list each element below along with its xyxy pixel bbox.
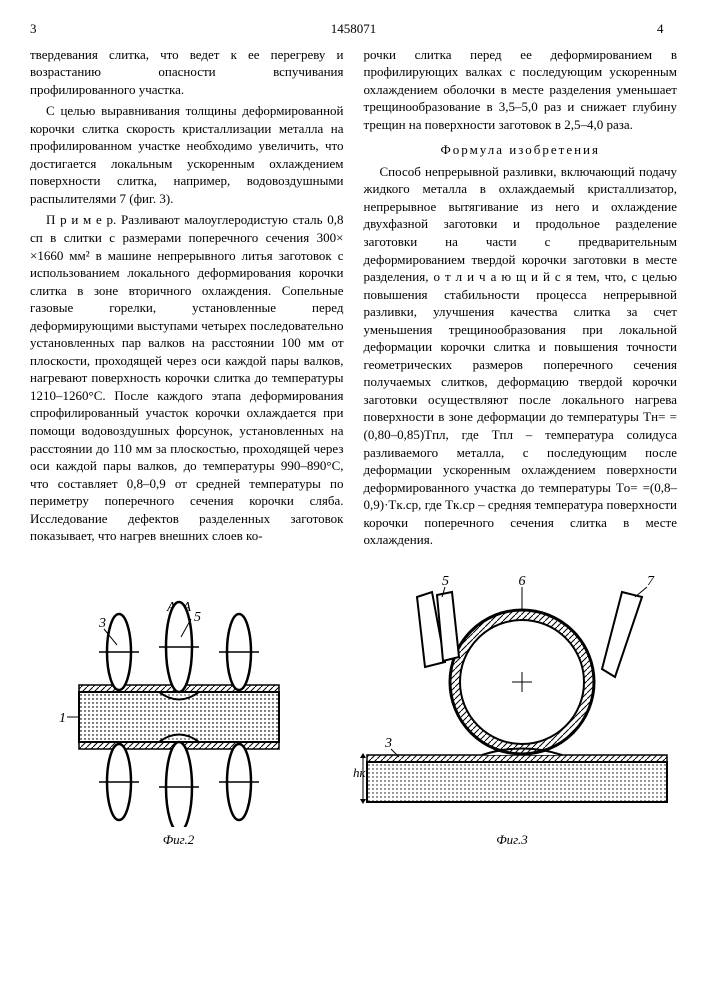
page-number-right: 4 <box>657 20 677 38</box>
callout-1: 1 <box>59 711 66 726</box>
paragraph: С целью выравнивания толщины деформирова… <box>30 102 344 207</box>
right-column: рочки слитка перед ее деформированием в … <box>364 46 678 553</box>
page-number-left: 3 <box>30 20 50 38</box>
formula-title: Формула изобретения <box>364 141 678 159</box>
callout-5: 5 <box>442 574 449 589</box>
figure-2-svg: А–А <box>39 597 319 827</box>
hk-label: hк <box>353 765 367 780</box>
paragraph: твердевания слитка, что ведет к ее перег… <box>30 46 344 99</box>
callout-5: 5 <box>194 610 201 625</box>
page-header: 3 1458071 4 <box>30 20 677 38</box>
figure-2-label: Фиг.2 <box>30 831 327 849</box>
figure-3-label: Фиг.3 <box>347 831 677 849</box>
paragraph: рочки слитка перед ее деформированием в … <box>364 46 678 134</box>
text-columns: твердевания слитка, что ведет к ее перег… <box>30 46 677 553</box>
document-number: 1458071 <box>50 20 657 38</box>
callout-6: 6 <box>519 574 526 589</box>
left-column: твердевания слитка, что ведет к ее перег… <box>30 46 344 553</box>
callout-7: 7 <box>647 574 655 589</box>
callout-3: 3 <box>384 736 392 751</box>
figure-2: А–А <box>30 597 327 849</box>
figure-3-svg: 5 6 7 3 hк <box>347 567 677 827</box>
callout-3: 3 <box>98 616 106 631</box>
figures-row: А–А <box>30 567 677 849</box>
figure-3: 5 6 7 3 hк Фиг.3 <box>347 567 677 849</box>
paragraph: П р и м е р. Разливают малоуглеродистую … <box>30 211 344 544</box>
paragraph: Способ непрерывной разливки, включающий … <box>364 163 678 549</box>
